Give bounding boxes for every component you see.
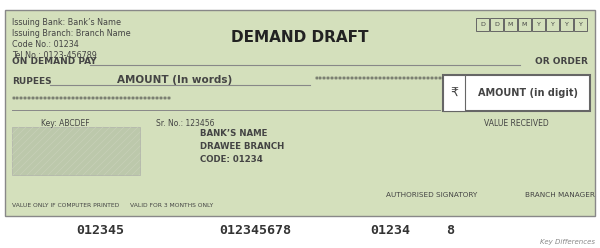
Text: 01234: 01234 — [370, 223, 410, 237]
Text: Y: Y — [578, 22, 583, 27]
Text: ***********************************: *********************************** — [315, 76, 455, 86]
Text: Y: Y — [536, 22, 541, 27]
Bar — [532, 18, 545, 31]
Text: OR ORDER: OR ORDER — [535, 57, 588, 65]
Bar — [476, 18, 489, 31]
Bar — [12, 127, 140, 175]
Bar — [546, 18, 559, 31]
Text: DEMAND DRAFT: DEMAND DRAFT — [231, 30, 369, 45]
Text: Tel No.: 0123-456789: Tel No.: 0123-456789 — [12, 51, 97, 60]
Text: VALUE RECEIVED: VALUE RECEIVED — [484, 119, 548, 128]
Text: AMOUNT (In words): AMOUNT (In words) — [118, 75, 233, 85]
Text: ****************************************: **************************************** — [12, 96, 172, 105]
Text: DRAWEE BRANCH: DRAWEE BRANCH — [200, 142, 284, 151]
Text: VALUE ONLY IF COMPUTER PRINTED: VALUE ONLY IF COMPUTER PRINTED — [12, 203, 119, 208]
Text: ₹: ₹ — [450, 87, 458, 99]
Bar — [490, 18, 503, 31]
Bar — [560, 18, 573, 31]
Text: Sr. No.: 123456: Sr. No.: 123456 — [156, 119, 214, 128]
Text: 8: 8 — [446, 223, 454, 237]
Bar — [443, 75, 465, 111]
Text: VALID FOR 3 MONTHS ONLY: VALID FOR 3 MONTHS ONLY — [130, 203, 213, 208]
Text: Key Differences: Key Differences — [540, 239, 595, 245]
Text: CODE: 01234: CODE: 01234 — [200, 155, 263, 164]
Bar — [504, 18, 517, 31]
Text: AUTHORISED SIGNATORY: AUTHORISED SIGNATORY — [386, 192, 478, 198]
Bar — [5, 10, 595, 216]
Text: Issuing Branch: Branch Name: Issuing Branch: Branch Name — [12, 29, 131, 38]
Text: D: D — [480, 22, 485, 27]
Text: D: D — [494, 22, 499, 27]
Text: Key: ABCDEF: Key: ABCDEF — [41, 119, 89, 128]
Text: BRANCH MANAGER: BRANCH MANAGER — [525, 192, 595, 198]
Bar — [443, 75, 590, 111]
Text: AMOUNT (in digit): AMOUNT (in digit) — [478, 88, 577, 98]
Text: Y: Y — [565, 22, 568, 27]
Text: ON DEMAND PAY: ON DEMAND PAY — [12, 57, 97, 65]
Text: BANK’S NAME: BANK’S NAME — [200, 129, 268, 138]
Text: M: M — [522, 22, 527, 27]
Text: 012345678: 012345678 — [219, 223, 291, 237]
Text: Code No.: 01234: Code No.: 01234 — [12, 40, 79, 49]
Bar — [518, 18, 531, 31]
Text: RUPEES: RUPEES — [12, 76, 52, 86]
Bar — [574, 18, 587, 31]
Text: Issuing Bank: Bank’s Name: Issuing Bank: Bank’s Name — [12, 18, 121, 27]
Text: Y: Y — [551, 22, 554, 27]
Text: 012345: 012345 — [76, 223, 124, 237]
Text: M: M — [508, 22, 513, 27]
